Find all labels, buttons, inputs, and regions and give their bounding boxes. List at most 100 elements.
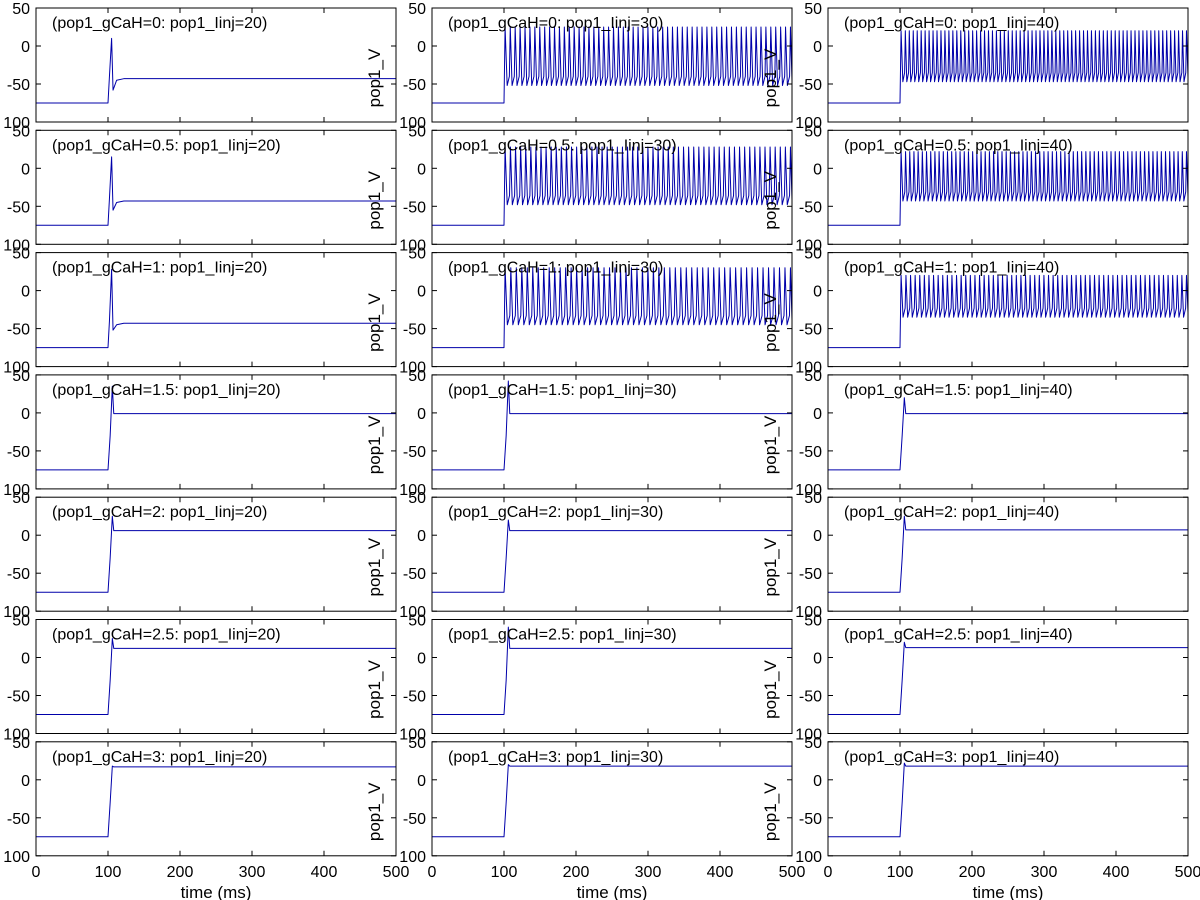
- subplot-r4-c2: 50 0 -50 100 (pop1_gCaH=1.5: pop1_Iinj=30)po…: [365, 368, 793, 499]
- y-tick-label: -50: [7, 811, 30, 828]
- subplot-r1-c1: 50 0 -50 100 (pop1_gCaH=0: pop1_Iinj=20): [3, 1, 397, 132]
- voltage-trace: [36, 515, 396, 593]
- y-tick-label: 100: [3, 115, 30, 132]
- y-tick-label: -50: [799, 566, 822, 583]
- y-tick-label: 0: [813, 406, 822, 423]
- panel-title: (pop1_gCaH=1: pop1_Iinj=30): [448, 260, 663, 277]
- panel-title: (pop1_gCaH=2: pop1_Iinj=40): [844, 504, 1059, 521]
- y-tick-label: 0: [21, 651, 30, 668]
- axes-frame: [827, 741, 1189, 857]
- axes-frame: [35, 741, 397, 857]
- voltage-trace: [36, 156, 396, 226]
- y-tick-label: -50: [403, 444, 426, 461]
- x-tick-label: 300: [239, 864, 266, 881]
- y-axis-label: pop1_V: [761, 660, 780, 719]
- y-tick-label: 50: [408, 123, 426, 140]
- subplot-r3-c1: 50 0 -50 100 (pop1_gCaH=1: pop1_Iinj=20): [3, 246, 397, 377]
- y-axis-label: pop1_V: [365, 537, 384, 596]
- y-tick-label: 50: [804, 490, 822, 507]
- x-tick-label: 200: [563, 864, 590, 881]
- panel-title: (pop1_gCaH=3: pop1_Iinj=30): [448, 749, 663, 766]
- y-axis-label: pop1_V: [365, 170, 384, 229]
- axes-frame: [827, 252, 1189, 368]
- subplot-r5-c1: 50 0 -50 100 (pop1_gCaH=2: pop1_Iinj=20): [3, 490, 397, 621]
- panel-title: (pop1_gCaH=2.5: pop1_Iinj=40): [844, 627, 1073, 644]
- y-tick-label: 50: [804, 246, 822, 263]
- y-tick-label: 0: [813, 161, 822, 178]
- y-tick-label: 0: [417, 284, 426, 301]
- y-tick-label: -50: [403, 811, 426, 828]
- axes-frame: [827, 374, 1189, 490]
- y-tick-label: 50: [804, 123, 822, 140]
- y-tick-label: 50: [804, 735, 822, 752]
- y-tick-label: 50: [408, 735, 426, 752]
- voltage-trace: [36, 385, 396, 471]
- subplot-r2-c2: 50 0 -50 100 (pop1_gCaH=0.5: pop1_Iinj=30)po…: [365, 123, 793, 254]
- panel-title: (pop1_gCaH=1: pop1_Iinj=20): [52, 260, 267, 277]
- y-tick-label: -50: [403, 566, 426, 583]
- x-tick-label: 400: [311, 864, 338, 881]
- axes-frame: [431, 7, 793, 123]
- y-tick-label: 50: [12, 490, 30, 507]
- y-tick-label: -50: [799, 322, 822, 339]
- y-tick-label: -50: [799, 689, 822, 706]
- subplot-r2-c1: 50 0 -50 100 (pop1_gCaH=0.5: pop1_Iinj=20): [3, 123, 397, 254]
- y-tick-label: 50: [12, 246, 30, 263]
- y-tick-label: 50: [804, 368, 822, 385]
- subplot-r6-c1: 50 0 -50 100 (pop1_gCaH=2.5: pop1_Iinj=20): [3, 613, 397, 744]
- y-axis-label: pop1_V: [365, 293, 384, 352]
- y-axis-label: pop1_V: [761, 782, 780, 841]
- y-tick-label: -50: [799, 444, 822, 461]
- x-axis-label: time (ms): [973, 883, 1044, 900]
- y-tick-label: 100: [795, 849, 822, 866]
- x-axis-label: time (ms): [181, 883, 252, 900]
- x-tick-label: 300: [635, 864, 662, 881]
- x-tick-label: 0: [32, 864, 41, 881]
- y-tick-label: -50: [7, 689, 30, 706]
- subplot-r6-c3: 50 0 -50 100 (pop1_gCaH=2.5: pop1_Iinj=40)po…: [761, 613, 1189, 744]
- voltage-trace: [828, 641, 1188, 715]
- panel-title: (pop1_gCaH=0.5: pop1_Iinj=30): [448, 137, 677, 154]
- axes-frame: [431, 252, 793, 368]
- y-tick-label: 50: [408, 613, 426, 630]
- panel-title: (pop1_gCaH=2.5: pop1_Iinj=20): [52, 627, 281, 644]
- y-tick-label: 0: [813, 39, 822, 56]
- voltage-trace: [828, 397, 1188, 471]
- y-tick-label: -50: [7, 322, 30, 339]
- x-tick-label: 400: [707, 864, 734, 881]
- panel-title: (pop1_gCaH=1.5: pop1_Iinj=20): [52, 382, 281, 399]
- y-axis-label: pop1_V: [365, 415, 384, 474]
- y-tick-label: 100: [399, 115, 426, 132]
- x-tick-label: 100: [887, 864, 914, 881]
- panel-title: (pop1_gCaH=1.5: pop1_Iinj=30): [448, 382, 677, 399]
- y-axis-label: pop1_V: [761, 537, 780, 596]
- y-tick-label: 0: [417, 161, 426, 178]
- voltage-trace: [828, 151, 1189, 226]
- subplot-r2-c3: 50 0 -50 100 (pop1_gCaH=0.5: pop1_Iinj=40)po…: [761, 123, 1189, 254]
- panel-title: (pop1_gCaH=0: pop1_Iinj=20): [52, 15, 267, 32]
- y-axis-label: pop1_V: [365, 660, 384, 719]
- axes-frame: [431, 374, 793, 490]
- y-axis-label: pop1_V: [761, 170, 780, 229]
- y-tick-label: -50: [799, 77, 822, 94]
- axes-frame: [35, 496, 397, 612]
- y-tick-label: 100: [795, 727, 822, 744]
- axes-frame: [35, 619, 397, 734]
- voltage-trace: [432, 519, 792, 593]
- y-tick-label: 50: [804, 1, 822, 18]
- y-tick-label: 100: [3, 849, 30, 866]
- panel-title: (pop1_gCaH=0: pop1_Iinj=30): [448, 15, 663, 32]
- axes-frame: [431, 741, 793, 857]
- y-tick-label: 100: [795, 237, 822, 254]
- panel-title: (pop1_gCaH=0: pop1_Iinj=40): [844, 15, 1059, 32]
- subplot-r5-c3: 50 0 -50 100 (pop1_gCaH=2: pop1_Iinj=40) pop1…: [761, 490, 1189, 621]
- y-tick-label: 100: [399, 237, 426, 254]
- axes-frame: [35, 252, 397, 368]
- y-tick-label: 100: [3, 727, 30, 744]
- y-tick-label: 100: [399, 604, 426, 621]
- x-tick-label: 200: [167, 864, 194, 881]
- y-tick-label: 0: [21, 773, 30, 790]
- y-tick-label: 0: [813, 284, 822, 301]
- axes-frame: [431, 619, 793, 734]
